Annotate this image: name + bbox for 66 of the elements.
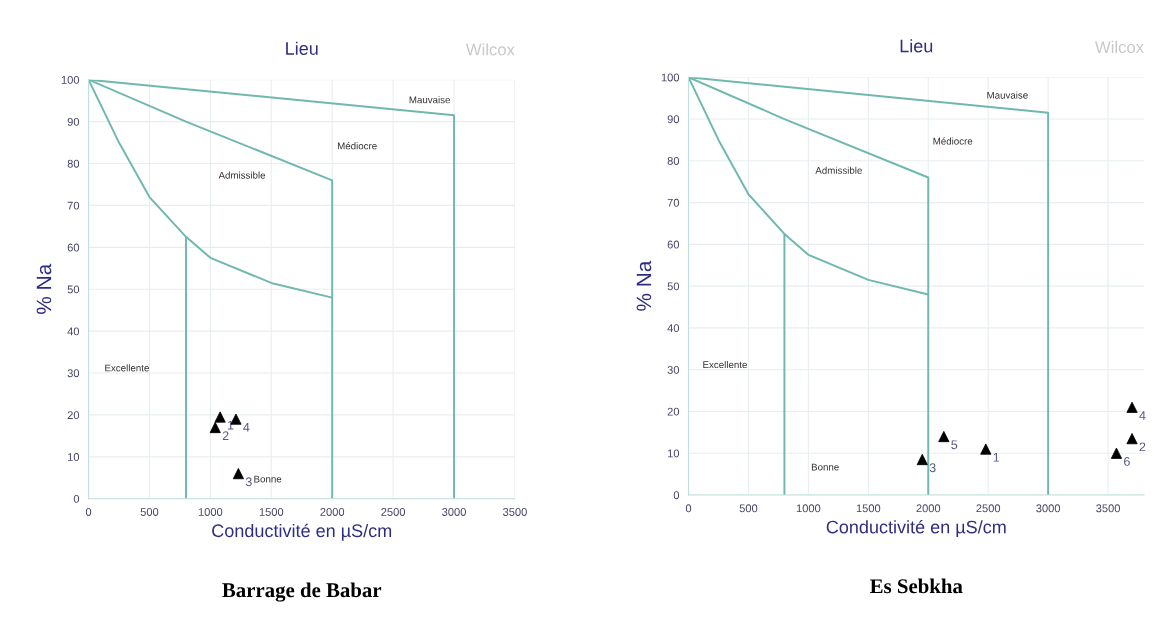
text: Barrage de Babar (222, 582, 382, 602)
annotation: Mauvaise (409, 96, 451, 104)
y-tick-label: 10 (68, 453, 80, 461)
annotation: Admissible (815, 166, 862, 174)
y-tick-label: 20 (67, 411, 80, 420)
annotation: 6 (1124, 457, 1130, 466)
x-tick-label: 2500 (976, 504, 1001, 513)
annotation: 4 (1139, 411, 1146, 420)
y-tick-label: 70 (67, 201, 80, 210)
y-tick-label: 80 (667, 157, 680, 165)
annotation: Excellente (703, 360, 747, 369)
x-tick-label: 3500 (1096, 504, 1120, 513)
chart-title: Lieu (286, 41, 318, 55)
y-tick-label: 90 (667, 115, 680, 124)
y-tick-label: 40 (667, 324, 680, 333)
y-tick-label: 0 (673, 491, 680, 500)
text: Es Sebkha (870, 578, 963, 594)
annotation: Bonne (811, 463, 839, 471)
y-tick-label: 70 (667, 198, 680, 207)
y-tick-label: 0 (73, 494, 80, 503)
annotation: Mauvaise (987, 91, 1028, 99)
y-tick-label: 90 (67, 117, 80, 126)
x-tick-label: 1500 (259, 508, 284, 516)
y-tick-label: 40 (67, 327, 80, 336)
annotation: Admissible (218, 171, 266, 179)
x-tick-label: 1000 (198, 508, 223, 516)
annotation: Médiocre (337, 142, 377, 150)
y-tick-label: 30 (67, 369, 80, 378)
y-tick-label: 50 (667, 282, 680, 291)
annotation: 1 (993, 452, 1000, 462)
annotation: 3 (929, 463, 936, 473)
annotation: 2 (1139, 442, 1146, 452)
x-tick-label: 3500 (503, 508, 527, 516)
y-tick-label: 100 (61, 75, 80, 84)
x-axis-title: Conductivité en µS/cm (212, 523, 392, 541)
y-tick-label: 50 (67, 285, 80, 294)
x-tick-label: 2000 (916, 504, 941, 513)
x-tick-label: 2000 (320, 508, 345, 516)
annotation: 4 (243, 423, 250, 432)
x-tick-label: 500 (739, 504, 758, 513)
annotation: 2 (222, 431, 229, 440)
y-tick-label: 60 (67, 243, 80, 252)
y-tick-label: 100 (661, 73, 680, 82)
x-tick-label: 0 (685, 504, 692, 513)
y-tick-label: 20 (667, 407, 680, 416)
x-tick-label: 3000 (442, 508, 466, 516)
annotation: Bonne (254, 475, 282, 483)
y-tick-label: 10 (667, 449, 680, 458)
annotation: 3 (245, 477, 252, 487)
x-tick-label: 3000 (1036, 504, 1061, 513)
x-axis-title: Conductivité en µS/cm (826, 519, 1006, 537)
y-tick-label: 80 (67, 159, 80, 168)
x-tick-label: 500 (140, 508, 159, 516)
x-tick-label: 2500 (381, 508, 406, 516)
y-axis-title: % Na (636, 260, 652, 311)
annotation: Médiocre (933, 137, 973, 145)
x-tick-label: 0 (85, 508, 92, 516)
y-tick-label: 60 (667, 240, 680, 249)
x-tick-label: 1500 (856, 504, 881, 513)
chart-title: Lieu (900, 39, 933, 53)
annotation: 1 (228, 420, 234, 430)
annotation: Excellente (105, 364, 149, 372)
y-axis-title: % Na (36, 263, 52, 314)
x-tick-label: 1000 (796, 504, 821, 513)
annotation: 5 (951, 440, 958, 450)
y-tick-label: 30 (667, 365, 680, 374)
